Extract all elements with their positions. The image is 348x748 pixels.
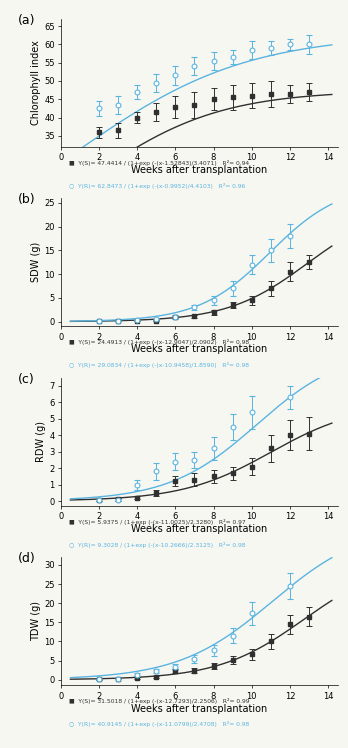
Text: ○  Y(R)= 62.8473 / (1+exp (-(x-0.9952)/4.4103)   R²= 0.96: ○ Y(R)= 62.8473 / (1+exp (-(x-0.9952)/4.… bbox=[69, 183, 245, 188]
Text: ■  Y(S)= 47.4414 / (1+exp (-(x-1.52843)/3.4071)   R²= 0.94: ■ Y(S)= 47.4414 / (1+exp (-(x-1.52843)/3… bbox=[69, 160, 249, 166]
Text: (b): (b) bbox=[18, 193, 35, 206]
Text: ○  Y(R)= 29.0834 / (1+exp (-(x-10.9458)/1.8590)   R²= 0.98: ○ Y(R)= 29.0834 / (1+exp (-(x-10.9458)/1… bbox=[69, 362, 249, 368]
X-axis label: Weeks after transplantation: Weeks after transplantation bbox=[131, 345, 267, 355]
Text: (a): (a) bbox=[18, 13, 35, 27]
Y-axis label: Chlorophyll index: Chlorophyll index bbox=[31, 40, 41, 125]
X-axis label: Weeks after transplantation: Weeks after transplantation bbox=[131, 165, 267, 175]
Text: (c): (c) bbox=[18, 373, 35, 386]
X-axis label: Weeks after transplantation: Weeks after transplantation bbox=[131, 704, 267, 714]
Text: ■  Y(S)= 24.4913 / (1+exp (-(x-12.9047)/2.0902)   R²= 0.98: ■ Y(S)= 24.4913 / (1+exp (-(x-12.9047)/2… bbox=[69, 340, 249, 346]
Text: ○  Y(R)= 40.9145 / (1+exp (-(x-11.0799)/2.4708)   R²= 0.98: ○ Y(R)= 40.9145 / (1+exp (-(x-11.0799)/2… bbox=[69, 721, 250, 727]
Y-axis label: TDW (g): TDW (g) bbox=[31, 601, 41, 641]
Text: ■  Y(S)= 5.9375 / (1+exp (-(x-11.0025)/2.3280)   R²= 0.97: ■ Y(S)= 5.9375 / (1+exp (-(x-11.0025)/2.… bbox=[69, 519, 246, 525]
Y-axis label: SDW (g): SDW (g) bbox=[31, 242, 41, 283]
X-axis label: Weeks after transplantation: Weeks after transplantation bbox=[131, 524, 267, 534]
Text: ○  Y(R)= 9.3028 / (1+exp (-(x-10.2666)/2.3125)   R²= 0.98: ○ Y(R)= 9.3028 / (1+exp (-(x-10.2666)/2.… bbox=[69, 542, 246, 548]
Text: ■  Y(S)= 31.5018 / (1+exp (-(x-12.7293)/2.2506)   R²= 0.99: ■ Y(S)= 31.5018 / (1+exp (-(x-12.7293)/2… bbox=[69, 699, 250, 705]
Text: (d): (d) bbox=[18, 552, 36, 565]
Y-axis label: RDW (g): RDW (g) bbox=[37, 421, 47, 462]
